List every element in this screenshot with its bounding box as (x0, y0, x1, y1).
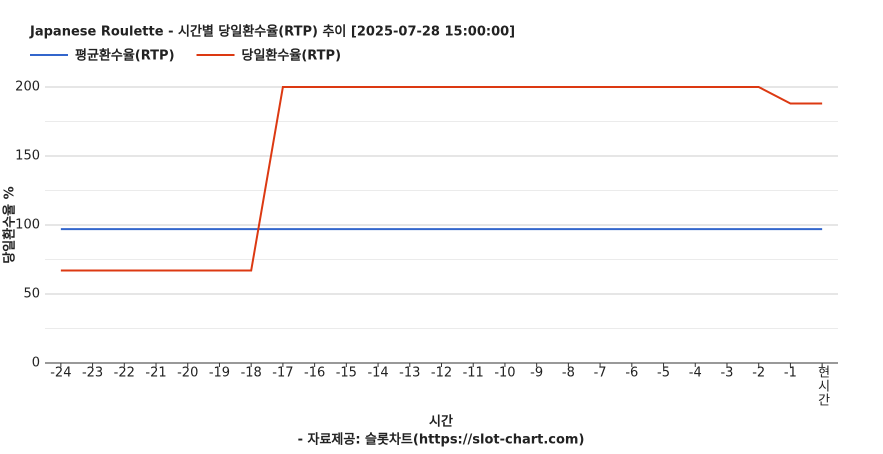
x-tick-label: -3 (720, 366, 733, 381)
x-tick-label: -15 (336, 366, 357, 381)
x-tick-label: -22 (114, 366, 135, 381)
y-tick-label: 0 (32, 356, 40, 371)
x-tick-label: -20 (177, 366, 198, 381)
y-tick-label: 50 (23, 287, 40, 302)
x-tick-label: -8 (562, 366, 575, 381)
x-tick-label: -6 (625, 366, 638, 381)
x-tick-label: -18 (241, 366, 262, 381)
source-note: - 자료제공: 슬롯차트(https://slot-chart.com) (298, 432, 585, 448)
x-tick-label: -13 (399, 366, 420, 381)
x-tick-label: -16 (304, 366, 325, 381)
y-axis-label: 당일환수율 % (2, 186, 18, 263)
y-tick-label: 100 (15, 218, 40, 233)
x-tick-label: -1 (784, 366, 797, 381)
chart-title: Japanese Roulette - 시간별 당일환수율(RTP) 추이 [2… (29, 24, 515, 40)
x-tick-label: -21 (145, 366, 166, 381)
legend-label: 당일환수율(RTP) (242, 48, 342, 64)
x-tick-label: -7 (594, 366, 607, 381)
x-tick-label: -24 (50, 366, 71, 381)
series-line (60, 86, 823, 272)
x-tick-label: -9 (530, 366, 543, 381)
x-tick-label: 현시간 (815, 365, 830, 407)
x-tick-label: -11 (463, 366, 484, 381)
x-tick-label: -2 (752, 366, 765, 381)
x-tick-label: -23 (82, 366, 103, 381)
x-tick-label: -19 (209, 366, 230, 381)
x-tick-label: -10 (494, 366, 515, 381)
y-tick-label: 200 (15, 80, 40, 95)
x-tick-label: -17 (272, 366, 293, 381)
x-tick-label: -14 (367, 366, 388, 381)
y-tick-label: 150 (15, 149, 40, 164)
x-tick-label: -12 (431, 366, 452, 381)
x-tick-label: -5 (657, 366, 670, 381)
x-tick-label: -4 (689, 366, 702, 381)
legend-label: 평균환수율(RTP) (75, 48, 175, 64)
x-axis-label: 시간 (429, 414, 453, 430)
